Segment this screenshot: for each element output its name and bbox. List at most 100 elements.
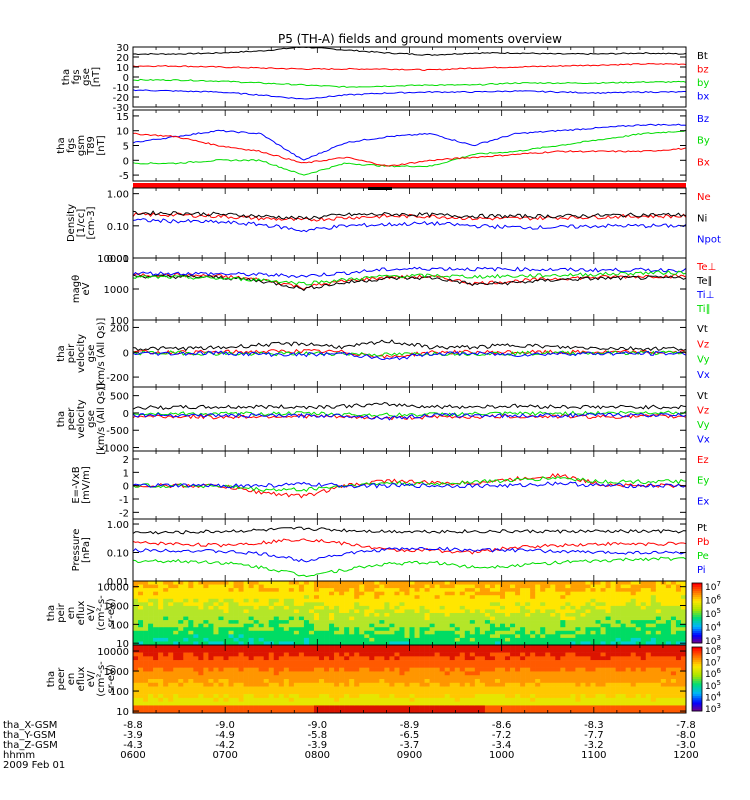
series-density-ni [132, 210, 687, 221]
series-pressure-pt [132, 526, 687, 535]
panel-peir_velocity: Vt Vz Vy Vx 200 0 -200 tha peir velocity gse [km/s … [56, 318, 710, 390]
y-tick-label: 0 [123, 73, 129, 84]
series-temperature-te [132, 272, 687, 290]
y-axis-label: eflux [76, 667, 87, 692]
x-tick-value: -9.0 [308, 720, 328, 731]
legend-peer_velocity-entry: Vt [697, 391, 708, 402]
y-axis-label: eV/ [86, 604, 97, 621]
y-axis-label: [cm-3] [86, 206, 97, 239]
y-axis-label: magθ [71, 275, 82, 303]
series-pressure-pe [132, 556, 687, 578]
legend-temperature-entry: Te⊥ [696, 262, 716, 273]
y-axis-label: E=-VxB [71, 466, 82, 503]
y-axis-label: fgs [66, 138, 77, 153]
x-tick-value: -3.9 [308, 740, 328, 751]
y-axis-label: tha [46, 671, 57, 687]
legend-fgs_gse-entry: bx [697, 92, 709, 103]
series-fgs_gse-bz [132, 62, 687, 72]
panel-temperature: Te⊥ Te∥ Ti⊥ Ti∥ 10000 1000 100 magθ eV [71, 254, 716, 327]
y-axis-label: eV/ [86, 670, 97, 687]
series-fgs_gsm-bz [132, 123, 687, 161]
legend-peir_velocity-entry: Vt [697, 324, 708, 335]
y-axis-label: sr-eV) [106, 664, 117, 693]
x-row-label: tha_Z-GSM [3, 740, 58, 751]
y-tick-label: 10000 [97, 583, 129, 594]
legend-density-entry: Npot [697, 235, 721, 246]
legend-fgs_gse-entry: bz [697, 65, 709, 76]
series-temperature-ti [132, 270, 687, 286]
y-tick-label: 1.00 [107, 190, 129, 201]
legend-peir_velocity-entry: Vx [697, 370, 710, 381]
x-tick-value: -8.9 [400, 720, 420, 731]
y-tick-label: 500 [110, 392, 129, 403]
x-tick-value: -3.7 [400, 740, 420, 751]
plot-frame [132, 46, 687, 108]
y-tick-label: 10 [116, 639, 129, 650]
colorbar-tick: 107 [705, 580, 721, 593]
x-row-label: tha_X-GSM [3, 720, 57, 731]
x-tick-value: -4.3 [123, 740, 143, 751]
y-axis-label: [nT] [91, 67, 102, 87]
x-tick-value: -3.4 [492, 740, 512, 751]
plot-frame [132, 257, 687, 321]
legend-efield-entry: Ez [697, 455, 709, 466]
y-axis-label: (cm²-s- [96, 661, 107, 697]
series-temperature-ti [132, 266, 687, 279]
panel-pressure: Pt Pb Pe Pi 1.00 0.10 0.01 Pressure [nPa] [71, 518, 709, 588]
legend-density-entry: Ne [697, 192, 711, 203]
legend-pressure-entry: Pe [697, 551, 709, 562]
y-tick-label: 0 [123, 348, 129, 359]
x-tick-value: -8.3 [584, 720, 604, 731]
series-peer_velocity-vy [132, 410, 687, 418]
x-tick-value: 1100 [581, 750, 606, 761]
x-tick-value: -3.0 [676, 740, 696, 751]
y-axis-label: [mV/m] [81, 466, 92, 504]
y-tick-label: 10000 [97, 647, 129, 658]
legend-pressure-entry: Pb [697, 537, 709, 548]
y-axis-label: Density [66, 204, 77, 242]
y-axis-label: gsm [76, 135, 87, 156]
x-tick-value: 1200 [673, 750, 698, 761]
legend-efield-entry: Ex [697, 496, 709, 507]
series-peir_velocity-vt [132, 339, 687, 352]
y-tick-label: 2 [123, 455, 129, 466]
x-row-label: tha_Y-GSM [3, 730, 56, 741]
y-tick-label: 30 [116, 43, 129, 54]
legend-fgs_gse-entry: Bt [697, 51, 708, 62]
x-tick-value: -7.8 [676, 720, 696, 731]
series-efield-ex [132, 481, 687, 489]
legend-peir_velocity-entry: Vz [697, 339, 709, 350]
y-tick-label: -200 [106, 373, 129, 384]
colorbar-tick: 103 [705, 702, 721, 715]
x-tick-value: -3.2 [584, 740, 604, 751]
coverage-bar [133, 183, 686, 188]
y-tick-label: 0.01 [107, 254, 129, 265]
series-efield-ez [132, 472, 687, 499]
y-axis-label: gse [86, 410, 97, 428]
panel-fgs_gsm: Bz By Bx 15 10 5 0 -5 tha fgs gsm T89 [nT] [56, 109, 710, 190]
y-tick-label: 0.10 [107, 222, 129, 233]
y-tick-label: -1 [119, 495, 129, 506]
y-axis-label: fgs [71, 69, 82, 84]
y-tick-label: -500 [106, 426, 129, 437]
y-axis-label: peir [56, 602, 67, 622]
y-tick-label: 10 [116, 707, 129, 718]
x-tick-value: 0700 [212, 750, 237, 761]
series-density-ne [132, 212, 687, 222]
y-tick-label: 10 [116, 127, 129, 138]
series-efield-ey [132, 476, 687, 493]
y-tick-label: 0 [123, 156, 129, 167]
x-tick-value: -8.0 [676, 730, 696, 741]
y-axis-label: T89 [86, 136, 97, 156]
y-tick-label: -2 [119, 508, 129, 519]
x-tick-value: -6.5 [400, 730, 420, 741]
plot-frame [132, 187, 687, 259]
y-axis-label: velocity [76, 399, 87, 438]
y-axis-label: peir [66, 343, 77, 363]
y-tick-label: 200 [110, 323, 129, 334]
